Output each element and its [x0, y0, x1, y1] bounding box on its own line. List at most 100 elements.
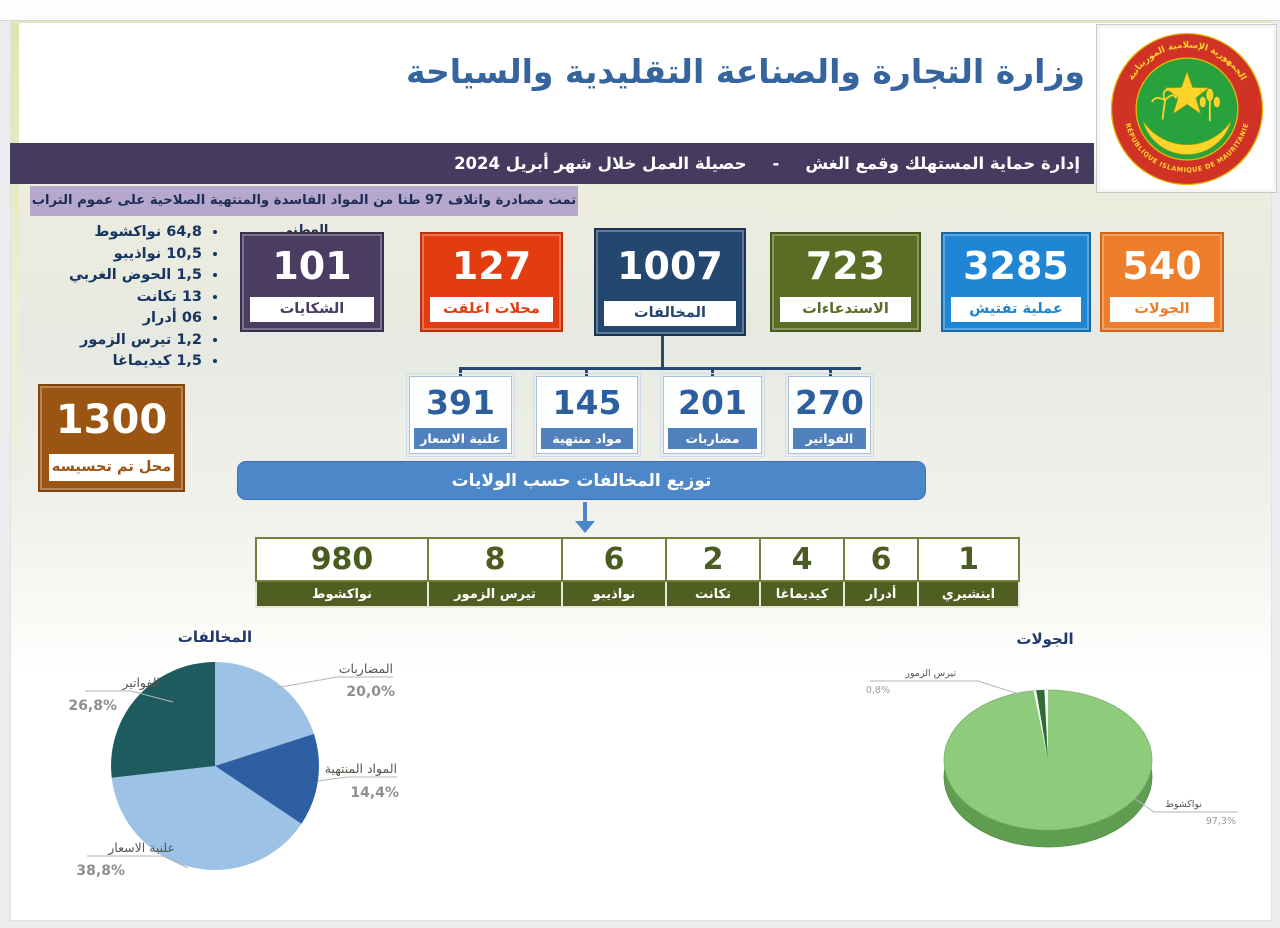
substat-card-expired-goods: 145 مواد منتهية: [533, 373, 641, 457]
stat-card-inspections: 3285 عملية تفتيش: [941, 232, 1091, 332]
slice-percent: 26,8%: [68, 698, 117, 714]
list-item: 1,5 كيديماغا: [32, 351, 202, 373]
stat-label: مضاربات: [668, 428, 757, 449]
stat-label: مواد منتهية: [541, 428, 633, 449]
stat-label: الجولات: [1110, 297, 1214, 322]
connector-line: [661, 336, 664, 369]
list-item: 1,2 تيرس الزمور: [32, 330, 202, 352]
pie-slice-price-display: [111, 766, 302, 870]
down-arrow-icon: [583, 502, 587, 522]
stat-label: محلات اغلقت: [430, 297, 553, 322]
pie-slice-invoices: [111, 662, 215, 778]
stat-value: 270: [795, 383, 864, 422]
substat-card-price-display: 391 علنية الاسعار: [406, 373, 515, 457]
callout-line: [317, 776, 397, 782]
table-cell-value: 2: [665, 537, 761, 582]
top-strip: [0, 0, 1280, 21]
connector-line: [459, 367, 861, 370]
stat-value: 201: [678, 383, 747, 422]
slice-percent: 97,3%: [1206, 816, 1236, 827]
callout-line: [274, 676, 393, 689]
slice-percent: 0,8%: [866, 685, 890, 696]
left-accent-edge: [11, 23, 19, 544]
table-cell-value: 980: [255, 537, 429, 582]
stat-value: 127: [451, 243, 532, 288]
list-item: 13 تكانت: [32, 287, 202, 309]
table-row-labels: اينشيري أدرار كيديماغا تكانت نواذيبو تير…: [255, 580, 1020, 608]
table-cell-label: اينشيري: [917, 580, 1020, 608]
table-cell-label: أدرار: [843, 580, 919, 608]
slice-label: المضاربات: [339, 661, 393, 677]
department-name: إدارة حماية المستهلك وقمع الغش: [805, 154, 1080, 173]
stat-value: 145: [552, 383, 622, 422]
slice-label: الفواتير: [121, 675, 160, 691]
seizure-highlight-note: تمت مصادرة واتلاف 97 طنا من المواد الفاس…: [30, 186, 578, 238]
stat-label: المخالفات: [604, 301, 736, 326]
substat-card-invoices: 270 الفواتير: [785, 373, 874, 457]
slice-percent: 14,4%: [350, 785, 399, 801]
seal-millet-icon: [1199, 88, 1220, 121]
callout-line: [1133, 797, 1238, 813]
connector-line: [829, 370, 832, 376]
table-cell-label: نواكشوط: [255, 580, 429, 608]
violations-pie-title: المخالفات: [177, 628, 253, 646]
tours-pie-chart: تيرس الزمور 0,8% نواكشوط 97,3%: [866, 668, 1238, 848]
list-item: 06 أدرار: [32, 308, 202, 330]
stat-value: 101: [272, 243, 352, 288]
stat-label: الشكايات: [250, 297, 374, 322]
national-seal-logo: الجمهورية الإسلامية الموريتانية RÉPUBLIQ…: [1096, 24, 1277, 193]
callout-line: [87, 855, 189, 869]
stat-label: الفواتير: [793, 428, 866, 449]
stat-value: 540: [1122, 243, 1202, 288]
report-period: حصيلة العمل خلال شهر أبريل 2024: [454, 154, 747, 173]
stat-card-violations: 1007 المخالفات: [594, 228, 746, 336]
stat-value: 1007: [617, 243, 723, 288]
substat-card-speculation: 201 مضاربات: [660, 373, 765, 457]
stat-value: 391: [426, 383, 495, 422]
seal-palm-icon: [1150, 88, 1177, 120]
banner-separator: -: [772, 154, 780, 173]
slice-label: المواد المنتهية: [325, 761, 397, 777]
slice-label: نواكشوط: [1165, 799, 1202, 810]
connector-line: [459, 370, 462, 376]
table-cell-label: نواذيبو: [561, 580, 667, 608]
table-cell-label: تيرس الزمور: [427, 580, 563, 608]
slice-label: علنية الاسعار: [107, 840, 175, 856]
distribution-banner: توزيع المخالفات حسب الولايات: [237, 461, 926, 500]
stat-value: 3285: [963, 243, 1069, 288]
violations-by-state-table: 1 6 4 2 6 8 980 اينشيري أدرار كيديماغا ت…: [255, 537, 1020, 608]
callout-line: [870, 680, 1029, 698]
stat-card-closed-shops: 127 محلات اغلقت: [420, 232, 563, 332]
slice-percent: 38,8%: [76, 863, 125, 879]
connector-line: [711, 370, 714, 376]
stat-card-summons: 723 الاستدعاءات: [770, 232, 921, 332]
stat-label: عملية تفتيش: [951, 297, 1081, 322]
seal-crescent-icon: [1142, 120, 1231, 155]
table-cell-label: كيديماغا: [759, 580, 845, 608]
department-banner: إدارة حماية المستهلك وقمع الغش - حصيلة ا…: [10, 143, 1094, 184]
page-title: وزارة التجارة والصناعة التقليدية والسياح…: [405, 52, 1085, 91]
pie-slice-expired-goods: [215, 733, 319, 824]
seal-star-icon: [1164, 70, 1209, 114]
table-cell-value: 6: [843, 537, 919, 582]
table-cell-value: 8: [427, 537, 563, 582]
stat-card-sensitized-shops: 1300 محل تم تحسيسه: [38, 384, 185, 492]
table-row-values: 1 6 4 2 6 8 980: [255, 537, 1020, 582]
stat-card-tours: 540 الجولات: [1100, 232, 1224, 332]
connector-line: [585, 370, 588, 376]
mauritania-seal-icon: الجمهورية الإسلامية الموريتانية RÉPUBLIQ…: [1110, 32, 1263, 185]
pie-slice-tiris-zemmour: [1036, 690, 1048, 760]
slice-label: تيرس الزمور: [904, 668, 956, 679]
pie-slice-speculation: [215, 662, 314, 766]
stat-value: 723: [805, 243, 886, 288]
stat-value: 1300: [55, 397, 168, 443]
list-item: 1,5 الحوض الغربي: [32, 265, 202, 287]
list-item: 10,5 نواذيبو: [32, 244, 202, 266]
stat-label: علنية الاسعار: [414, 428, 507, 449]
tonnage-by-region-list: 64,8 نواكشوط 10,5 نواذيبو 1,5 الحوض الغر…: [32, 222, 222, 373]
violations-pie-chart: المضاربات 20,0% المواد المنتهية 14,4% عل…: [68, 661, 399, 879]
stat-card-complaints: 101 الشكايات: [240, 232, 384, 332]
down-arrow-icon: [575, 521, 595, 533]
list-item: 64,8 نواكشوط: [32, 222, 202, 244]
